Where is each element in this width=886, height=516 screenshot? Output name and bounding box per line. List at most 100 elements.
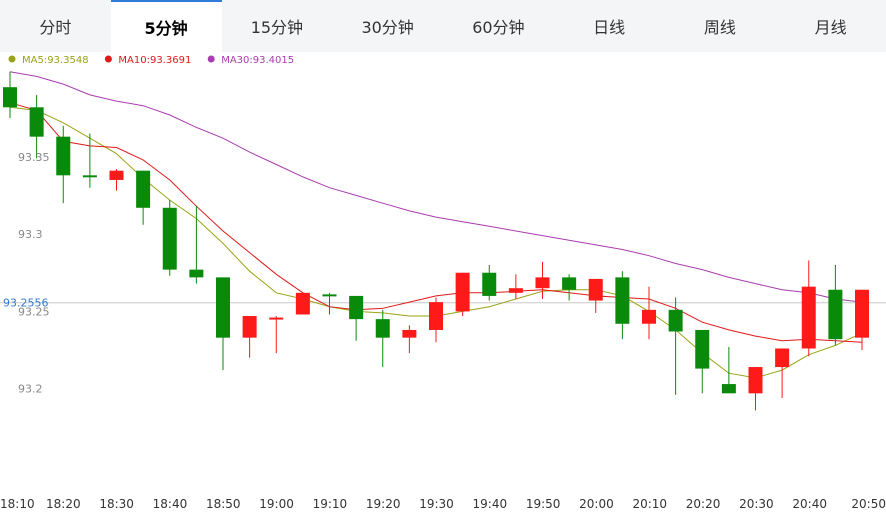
candle-body-31	[828, 289, 843, 340]
candle-2	[56, 125, 71, 204]
candle-6	[162, 200, 177, 276]
candle-body-5	[136, 170, 151, 208]
candle-19	[508, 274, 523, 300]
legend-dot-1	[104, 55, 112, 63]
candles	[3, 71, 869, 411]
candle-body-20	[535, 277, 550, 289]
candle-body-29	[775, 348, 790, 368]
candle-25	[668, 297, 683, 395]
candle-16	[429, 297, 443, 343]
candle-23	[615, 271, 630, 340]
candle-29	[775, 348, 790, 398]
candle-8	[216, 277, 230, 371]
candle-body-13	[349, 295, 364, 320]
candle-body-22	[588, 278, 603, 301]
candle-body-30	[801, 286, 816, 349]
candle-body-10	[269, 317, 284, 320]
candle-21	[562, 274, 577, 301]
candlestick-chart: MA5:93.3548 MA10:93.3691 MA30:93.4015 93.3…	[0, 55, 886, 511]
x-tick-label-2: 18:30	[99, 497, 134, 511]
x-axis: 18:10 18:20 18:30 18:40 18:50 19:00 19:10 19:20…	[0, 497, 886, 511]
candle-15	[402, 325, 417, 354]
x-tick-label-4: 18:50	[206, 497, 241, 511]
tab-7[interactable]: 月线	[814, 18, 847, 37]
series-MA30	[9, 71, 863, 303]
tab-0[interactable]: 分时	[39, 18, 72, 37]
period-tabs: 分时 5分钟 15分钟 30分钟 60分钟 日线 周线 月线	[0, 0, 886, 52]
legend-dot-0	[8, 55, 16, 63]
y-tick-label-1: 93.3	[18, 228, 43, 241]
candle-body-17	[455, 272, 470, 312]
candle-body-14	[375, 319, 390, 338]
tab-2[interactable]: 15分钟	[250, 18, 304, 37]
candle-12	[322, 292, 337, 315]
candle-20	[535, 261, 550, 300]
candle-11	[295, 292, 310, 315]
candle-26	[695, 329, 710, 394]
tab-5[interactable]: 日线	[593, 18, 626, 37]
x-tick-label-14: 20:30	[739, 497, 774, 511]
candle-18	[482, 265, 497, 301]
candle-body-26	[695, 329, 710, 369]
candle-body-19	[508, 288, 523, 293]
y-tick-label-0: 93.35	[18, 151, 50, 164]
x-tick-label-6: 19:10	[313, 497, 348, 511]
tab-4[interactable]: 60分钟	[472, 18, 525, 37]
candle-27	[721, 346, 736, 394]
candle-body-7	[189, 269, 204, 278]
candle-body-25	[668, 309, 683, 332]
x-tick-label-1: 18:20	[46, 497, 81, 511]
y-axis: 93.35 93.3 93.25 93.2 93.2556	[3, 151, 50, 396]
candle-4	[109, 169, 124, 191]
x-tick-label-13: 20:20	[686, 497, 721, 511]
current-price-label: 93.2556	[3, 297, 49, 310]
candle-body-24	[642, 309, 656, 324]
candle-0	[3, 71, 17, 119]
x-tick-label-3: 18:40	[153, 497, 188, 511]
x-tick-label-15: 20:40	[792, 497, 827, 511]
candle-body-2	[56, 136, 71, 176]
x-tick-label-12: 20:10	[632, 497, 667, 511]
candle-9	[242, 316, 257, 358]
candle-body-4	[109, 170, 124, 180]
candle-body-27	[721, 384, 736, 394]
candle-17	[455, 272, 470, 317]
legend-dot-2	[207, 55, 215, 63]
candle-3	[82, 133, 97, 188]
legend-text-1: MA10:93.3691	[118, 55, 191, 66]
candle-body-1	[29, 107, 44, 137]
tab-1[interactable]: 5分钟	[110, 0, 222, 52]
candle-body-0	[3, 87, 17, 108]
x-tick-label-11: 20:00	[579, 497, 614, 511]
candle-5	[136, 170, 151, 225]
candle-28	[748, 367, 763, 411]
legend-text-0: MA5:93.3548	[22, 55, 89, 66]
candle-31	[828, 265, 843, 346]
candle-7	[189, 206, 204, 284]
x-tick-label-8: 19:30	[419, 497, 454, 511]
candle-13	[349, 295, 364, 341]
candle-1	[29, 94, 44, 159]
chart-legend: MA5:93.3548 MA10:93.3691 MA30:93.4015	[8, 55, 294, 66]
x-tick-label-10: 19:50	[526, 497, 561, 511]
candle-14	[375, 309, 390, 368]
x-tick-label-5: 19:00	[259, 497, 294, 511]
candle-body-16	[429, 302, 443, 330]
legend-text-2: MA30:93.4015	[221, 55, 294, 66]
series-MA10	[9, 102, 863, 343]
tab-3[interactable]: 30分钟	[361, 18, 414, 37]
candle-body-9	[242, 316, 257, 338]
x-tick-label-9: 19:40	[473, 497, 508, 511]
candle-10	[269, 316, 284, 354]
candle-body-18	[482, 272, 497, 296]
candle-body-23	[615, 277, 630, 324]
candle-body-32	[855, 289, 869, 338]
candle-body-15	[402, 329, 417, 338]
candle-30	[801, 260, 816, 357]
x-tick-label-0: 18:10	[0, 497, 35, 511]
candle-24	[642, 286, 656, 340]
candle-body-6	[162, 207, 177, 270]
tab-6[interactable]: 周线	[703, 18, 736, 37]
candle-body-8	[216, 277, 230, 338]
candle-body-3	[82, 175, 97, 178]
